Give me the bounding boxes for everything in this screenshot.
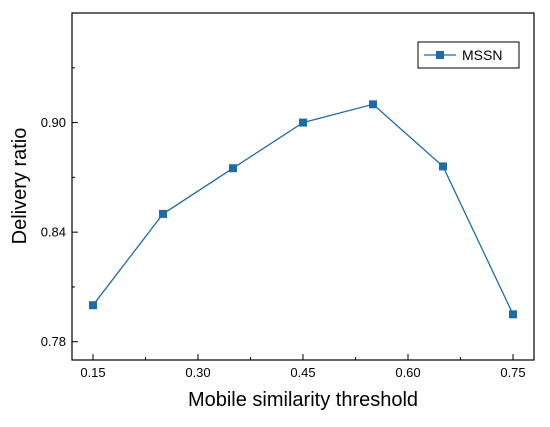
legend: MSSN [417, 41, 520, 69]
legend-label: MSSN [462, 47, 502, 63]
data-point [159, 209, 167, 218]
data-point [299, 118, 307, 127]
series-layer [89, 100, 517, 319]
x-tick-label: 0.75 [500, 365, 525, 380]
x-axis-ticks: 0.15 0.30 0.45 0.60 0.75 [80, 354, 526, 380]
y-tick-label: 0.78 [41, 334, 66, 349]
y-axis-label: Delivery ratio [9, 128, 31, 245]
x-axis-label: Mobile similarity threshold [188, 389, 418, 411]
data-point [439, 162, 447, 171]
y-tick-label: 0.90 [41, 115, 66, 130]
x-tick-label: 0.30 [185, 365, 210, 380]
data-point [509, 310, 517, 319]
y-tick-label: 0.84 [41, 225, 66, 240]
data-point [229, 164, 237, 173]
series-line [92, 103, 514, 315]
x-tick-label: 0.45 [290, 365, 315, 380]
x-tick-label: 0.15 [80, 365, 105, 380]
data-point [89, 301, 97, 310]
data-point [369, 100, 377, 109]
x-tick-label: 0.60 [395, 365, 420, 380]
legend-marker [436, 51, 444, 59]
y-axis-ticks: 0.78 0.84 0.90 [41, 67, 78, 349]
